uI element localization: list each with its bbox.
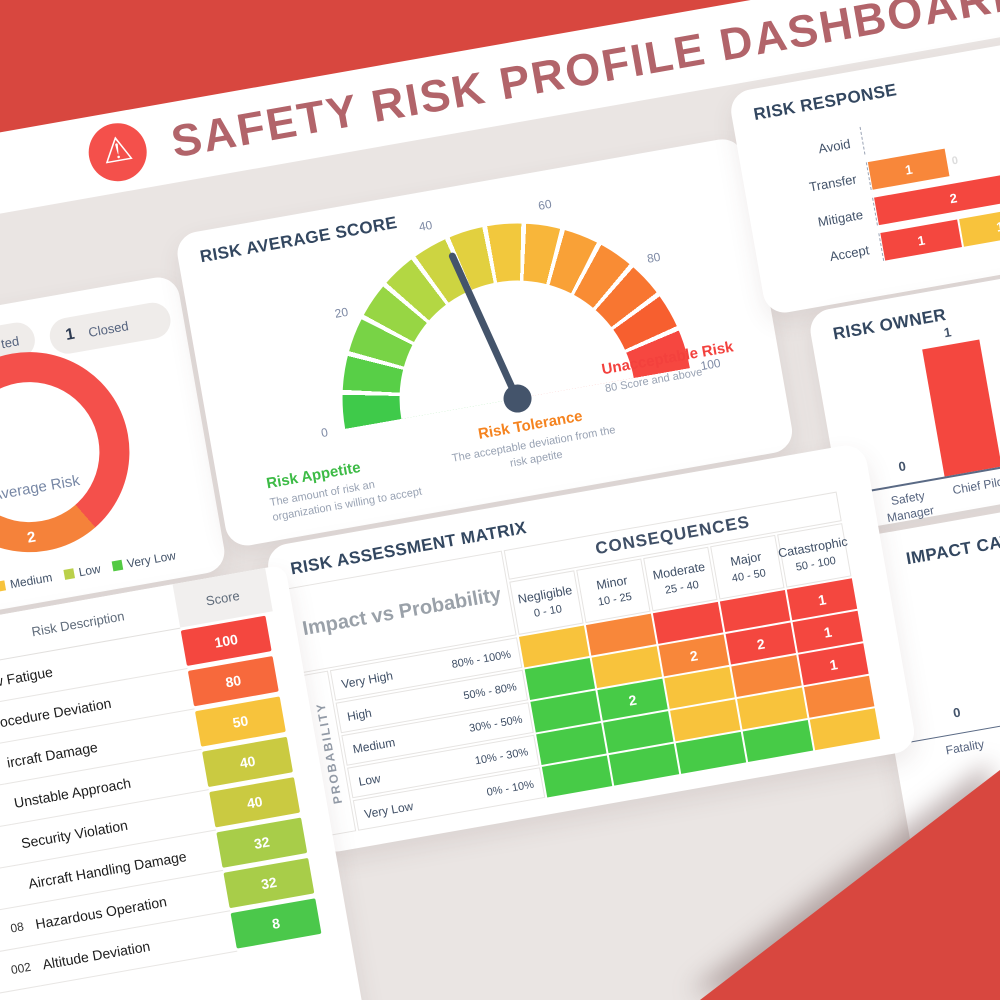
matrix-row-range: 30% - 50% [468,713,524,735]
response-card-title: RISK RESPONSE [752,80,899,125]
matrix-col-header-negligible: Negligible 0 - 10 [509,570,584,635]
legend-label: Very Low [125,548,177,571]
risk-tolerance-note: Risk Tolerance The acceptable deviation … [440,401,626,482]
matrix-row-range: 0% - 10% [485,778,535,799]
status-pill-partial-label: ted [0,332,21,351]
legend-label: Low [77,561,102,580]
response-category-label: Accept [828,241,871,264]
impact-value-0: 0 [951,704,962,721]
closed-count: 1 [64,325,76,344]
risk-appetite-note: Risk Appetite The amount of risk an orga… [265,447,436,526]
legend-item-low: Low [63,562,102,582]
bar-segment-red: 1 [880,219,962,261]
matrix-row-name: High [345,705,373,724]
matrix-col-range: 25 - 40 [664,578,700,597]
legend-swatch-icon [111,559,123,572]
matrix-row-name: Low [357,770,382,789]
matrix-col-range: 40 - 50 [730,567,767,585]
matrix-row-range: 80% - 100% [450,648,512,671]
owner-value-1: 1 [942,324,953,341]
matrix-col-range: 10 - 25 [597,590,633,609]
matrix-col-name: Negligible [516,583,574,607]
matrix-col-name: Minor [595,573,629,593]
legend-item-medium: Medium [0,570,53,594]
matrix-row-range: 50% - 80% [462,680,518,702]
matrix-col-name: Major [729,549,763,569]
zero-value-label: 0 [950,154,960,168]
matrix-row-name: Very High [340,668,394,691]
owner-value-0: 0 [897,458,908,475]
gauge-tick-80: 80 [645,249,662,266]
legend-label: Medium [8,570,54,592]
matrix-row-name: Medium [351,734,397,756]
matrix-row-range: 10% - 30% [473,745,530,767]
risk-level-donut [0,336,146,568]
legend-swatch-icon [0,580,7,593]
matrix-row-name: Very Low [363,798,415,821]
status-pill-closed[interactable]: 1 Closed [46,299,174,357]
matrix-col-header-minor: Minor 10 - 25 [576,558,651,624]
matrix-col-range: 50 - 100 [794,554,837,574]
legend-item-very-low: Very Low [111,548,177,573]
closed-label: Closed [87,317,130,340]
table-row-score-badge: 8 [230,898,322,949]
gauge-tick-60: 60 [537,196,553,213]
gauge-tick-40: 40 [417,217,434,234]
matrix-col-header-major: Major 40 - 50 [710,534,785,600]
owner-card-title: RISK OWNER [831,305,948,344]
matrix-col-name: Moderate [651,559,707,583]
matrix-col-header-moderate: Moderate 25 - 40 [643,546,718,612]
gauge-tick-0: 0 [320,425,330,441]
warning-glyph: ⚠ [99,128,136,172]
matrix-col-name: Catastrophic [777,534,849,561]
matrix-col-header-catastrophic: Catastrophic 50 - 100 [777,523,852,588]
gauge-tick-20: 20 [333,304,350,321]
legend-swatch-icon [63,568,75,580]
owner-bar-chief-pilot [922,339,1000,477]
matrix-col-range: 0 - 10 [533,603,563,620]
warning-triangle-icon: ⚠ [84,118,152,186]
